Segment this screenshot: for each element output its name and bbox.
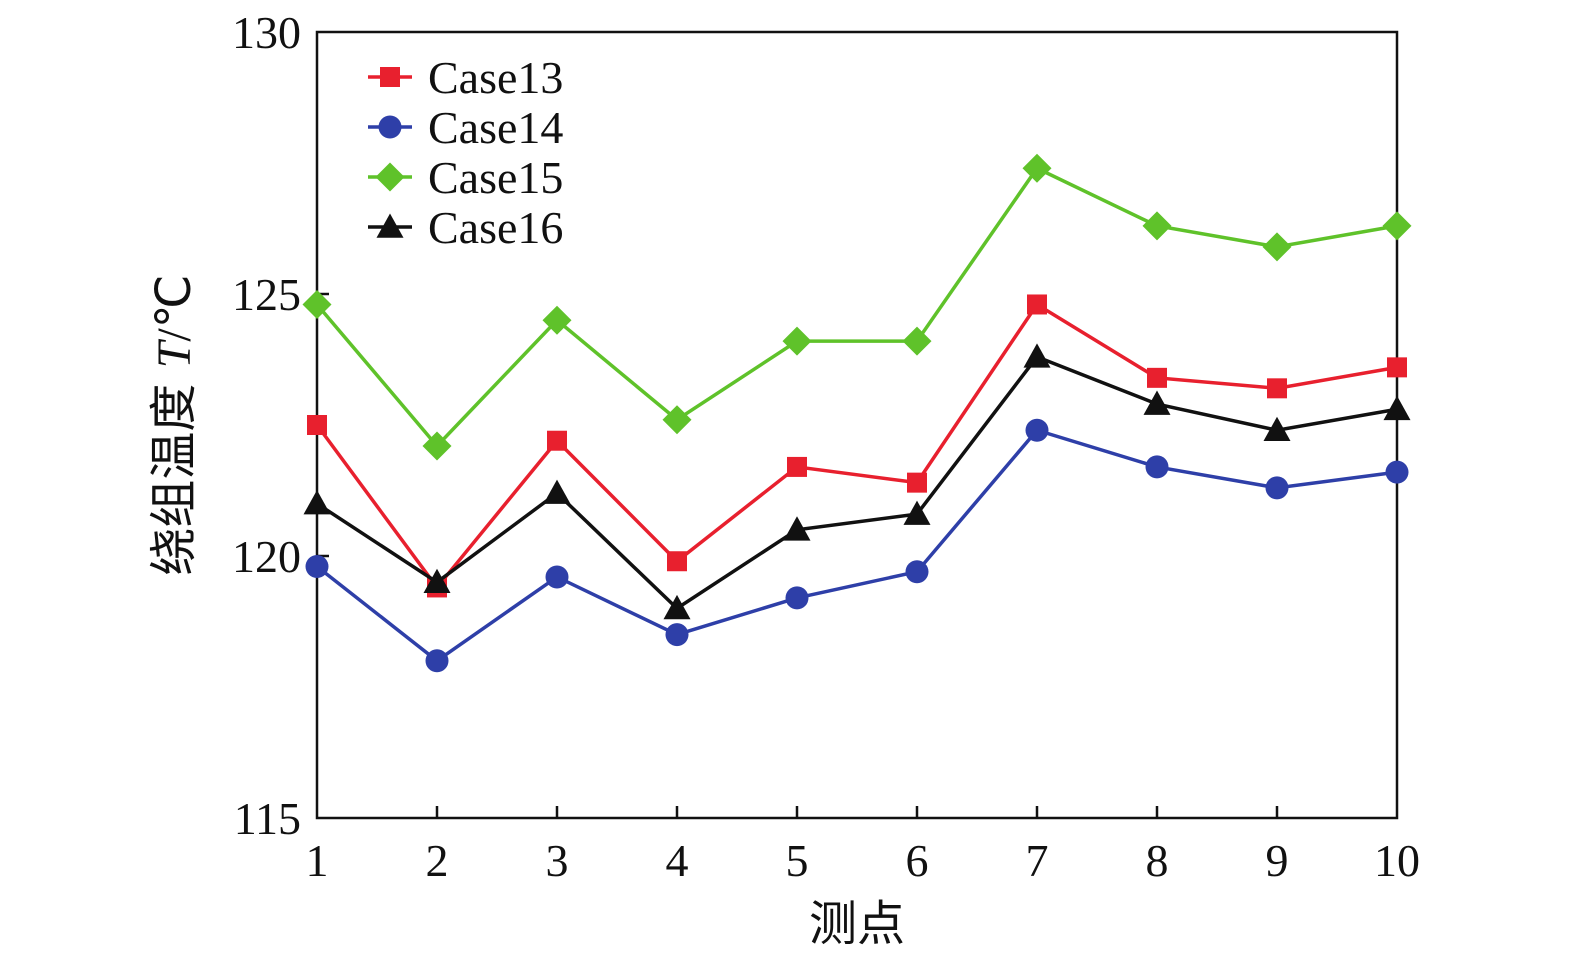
- data-point: [376, 213, 404, 238]
- data-point: [902, 326, 932, 356]
- data-point: [543, 479, 571, 504]
- legend-label: Case14: [428, 102, 563, 153]
- data-point: [1267, 378, 1287, 399]
- data-point: [303, 490, 331, 515]
- data-point: [375, 162, 405, 192]
- x-tick-label: 8: [1146, 835, 1169, 886]
- y-axis: 115 120 125 130: [232, 7, 329, 844]
- data-point: [907, 472, 927, 493]
- y-axis-title-symbol: T: [148, 338, 201, 368]
- series-case15: [302, 153, 1412, 461]
- legend-label: Case15: [428, 152, 563, 203]
- data-point: [1027, 294, 1047, 315]
- data-point: [547, 430, 567, 451]
- data-point: [1143, 390, 1171, 415]
- data-point: [1145, 455, 1169, 479]
- x-tick-label: 3: [546, 835, 569, 886]
- legend-item: Case15: [368, 152, 563, 203]
- x-tick-label: 10: [1374, 835, 1420, 886]
- legend-item: Case13: [368, 52, 563, 103]
- data-point: [905, 560, 929, 584]
- x-axis-title: 测点: [809, 896, 905, 952]
- series-layer: [302, 153, 1412, 673]
- data-point: [1382, 211, 1412, 241]
- legend-item: Case16: [368, 202, 563, 253]
- data-point: [663, 594, 691, 620]
- series-line: [315, 302, 1398, 591]
- x-tick-label: 4: [666, 835, 689, 886]
- data-point: [1147, 367, 1167, 388]
- y-tick-label: 130: [232, 7, 301, 58]
- series-case16: [303, 343, 1411, 620]
- data-point: [307, 415, 327, 435]
- series-line: [315, 166, 1398, 449]
- x-tick-label: 6: [906, 835, 929, 886]
- data-point: [1025, 418, 1049, 442]
- data-point: [782, 326, 812, 356]
- data-point: [1023, 343, 1051, 368]
- data-point: [422, 431, 452, 461]
- y-axis-title-text: 绕组温度: [146, 368, 202, 575]
- data-point: [542, 305, 572, 335]
- data-point: [380, 67, 400, 87]
- data-point: [1387, 357, 1407, 378]
- data-point: [667, 551, 687, 572]
- data-point: [425, 649, 449, 673]
- x-tick-label: 5: [786, 835, 809, 886]
- data-point: [1022, 153, 1052, 183]
- data-point: [1142, 211, 1172, 241]
- data-point: [1385, 460, 1409, 484]
- y-axis-title: 绕组温度 T/℃: [146, 274, 202, 575]
- data-point: [1262, 232, 1292, 262]
- x-tick-label: 7: [1026, 835, 1049, 886]
- legend-label: Case16: [428, 202, 563, 253]
- data-point: [903, 500, 931, 525]
- data-point: [545, 565, 569, 589]
- data-point: [665, 623, 689, 647]
- x-tick-label: 9: [1266, 835, 1289, 886]
- data-point: [783, 516, 811, 541]
- data-point: [1263, 416, 1291, 442]
- series-line: [315, 428, 1398, 663]
- data-point: [787, 456, 807, 477]
- data-point: [662, 405, 692, 435]
- x-tick-label: 2: [426, 835, 449, 886]
- y-axis-title-unit: /℃: [148, 274, 201, 341]
- data-point: [1265, 476, 1289, 500]
- legend-label: Case13: [428, 52, 563, 103]
- y-tick-label: 115: [234, 793, 301, 844]
- data-point: [1383, 395, 1411, 421]
- x-tick-label: 1: [306, 835, 329, 886]
- data-point: [785, 586, 809, 610]
- data-point: [305, 554, 329, 578]
- data-point: [423, 568, 451, 593]
- x-axis: 1 2 3 4 5 6 7 8 9 10: [306, 806, 1420, 886]
- y-tick-label: 125: [232, 269, 301, 320]
- data-point: [378, 115, 402, 139]
- data-point: [302, 289, 332, 319]
- series-line: [316, 354, 1398, 611]
- series-case14: [305, 418, 1409, 673]
- legend-item: Case14: [368, 102, 563, 153]
- y-tick-label: 120: [232, 531, 301, 582]
